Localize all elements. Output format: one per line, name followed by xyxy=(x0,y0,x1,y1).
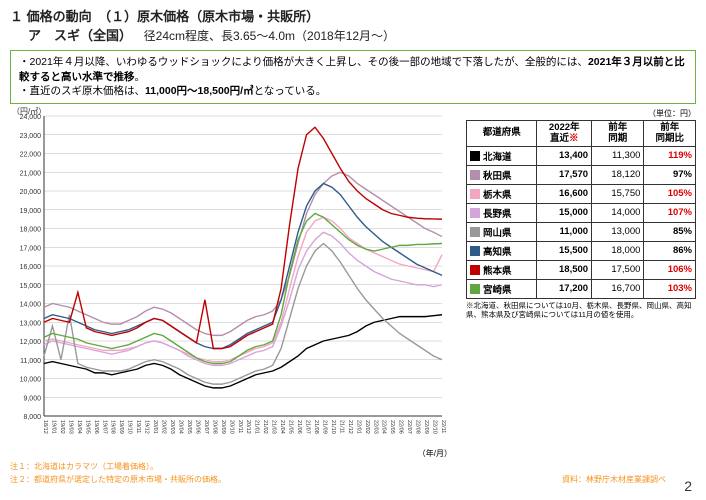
svg-text:19/05: 19/05 xyxy=(84,420,90,434)
title2-prefix: ア スギ（全国） xyxy=(28,28,132,43)
svg-text:21/01: 21/01 xyxy=(254,420,260,434)
svg-text:22/01: 22/01 xyxy=(355,420,361,434)
svg-text:19/01: 19/01 xyxy=(50,420,56,434)
th-ratio: 前年同期比 xyxy=(644,121,696,147)
title-line1: １ 価格の動向 （１）原木価格（原木市場・共販所） xyxy=(10,6,696,25)
svg-text:22/06: 22/06 xyxy=(398,420,404,434)
svg-text:22/02: 22/02 xyxy=(364,420,370,434)
title-text: 価格の動向 （１）原木価格（原木市場・共販所） xyxy=(27,9,320,24)
svg-text:22,000: 22,000 xyxy=(20,152,42,159)
source: 資料：林野庁木材産業課調べ xyxy=(562,474,666,485)
svg-text:20/08: 20/08 xyxy=(211,420,217,434)
svg-text:19/11: 19/11 xyxy=(135,420,141,433)
side-panel: （単位：円） 都道府県 2022年直近※ 前年同期 前年同期比 北海道 13,4… xyxy=(466,108,696,459)
svg-text:19/04: 19/04 xyxy=(76,420,82,434)
header: １ 価格の動向 （１）原木価格（原木市場・共販所） ア スギ（全国） 径24cm… xyxy=(0,0,706,46)
svg-text:11,000: 11,000 xyxy=(20,358,41,365)
svg-text:21/11: 21/11 xyxy=(338,420,344,433)
chart-x-unit: （年/月） xyxy=(10,448,460,459)
th-now: 2022年直近※ xyxy=(537,121,592,147)
svg-text:20/09: 20/09 xyxy=(220,420,226,434)
svg-text:20/06: 20/06 xyxy=(194,420,200,434)
table-row: 長野県 15,000 14,000 107% xyxy=(467,203,696,222)
table-row: 高知県 15,500 18,000 86% xyxy=(467,241,696,260)
svg-text:22/11: 22/11 xyxy=(440,420,446,433)
svg-text:9,000: 9,000 xyxy=(23,395,41,402)
table-row: 栃木県 16,600 15,750 105% xyxy=(467,184,696,203)
svg-text:20/12: 20/12 xyxy=(245,420,251,434)
svg-text:15,000: 15,000 xyxy=(20,283,42,290)
table-row: 北海道 13,400 11,300 119% xyxy=(467,146,696,165)
svg-text:22/03: 22/03 xyxy=(372,420,378,434)
svg-text:18,000: 18,000 xyxy=(20,227,42,234)
page-number: 2 xyxy=(684,478,692,494)
th-pref: 都道府県 xyxy=(467,121,537,147)
svg-text:14,000: 14,000 xyxy=(20,302,42,309)
svg-text:21/05: 21/05 xyxy=(288,420,294,434)
info-box: ・2021年４月以降、いわゆるウッドショックにより価格が大きく上昇し、その後一部… xyxy=(10,50,696,104)
footnote1: 注１：北海道はカラマツ（工場着価格）。 xyxy=(10,461,696,472)
title2-spec: 径24cm程度、長3.65～4.0m（2018年12月～） xyxy=(144,29,395,43)
title-line2: ア スギ（全国） 径24cm程度、長3.65～4.0m（2018年12月～） xyxy=(28,25,696,44)
svg-text:21/04: 21/04 xyxy=(279,420,285,434)
svg-text:20/04: 20/04 xyxy=(177,420,183,434)
table-row: 岡山県 11,000 13,000 85% xyxy=(467,222,696,241)
price-table: 都道府県 2022年直近※ 前年同期 前年同期比 北海道 13,400 11,3… xyxy=(466,120,696,299)
svg-text:22/09: 22/09 xyxy=(423,420,429,434)
th-prev: 前年同期 xyxy=(592,121,644,147)
svg-text:19/07: 19/07 xyxy=(101,420,107,434)
svg-text:22/04: 22/04 xyxy=(381,420,387,434)
table-row: 熊本県 18,500 17,500 106% xyxy=(467,260,696,279)
svg-text:19/08: 19/08 xyxy=(110,420,116,434)
chart-container: （円/㎡） 8,000 9,000 10,000 11,000 12,000 13,000… xyxy=(10,108,460,459)
svg-text:22/05: 22/05 xyxy=(389,420,395,434)
svg-text:13,000: 13,000 xyxy=(20,320,42,327)
svg-text:21/07: 21/07 xyxy=(305,420,311,434)
svg-text:19/06: 19/06 xyxy=(93,420,99,434)
table-row: 宮崎県 17,200 16,700 103% xyxy=(467,279,696,298)
chart-y-unit: （円/㎡） xyxy=(12,106,46,117)
svg-text:20,000: 20,000 xyxy=(20,189,42,196)
svg-text:21/02: 21/02 xyxy=(262,420,268,434)
svg-text:16,000: 16,000 xyxy=(20,264,42,271)
info-bullet2: ・直近のスギ原木価格は、11,000円～18,500円/㎥となっている。 xyxy=(19,84,687,99)
main-content: （円/㎡） 8,000 9,000 10,000 11,000 12,000 13,000… xyxy=(0,108,706,459)
info-bullet1: ・2021年４月以降、いわゆるウッドショックにより価格が大きく上昇し、その後一部… xyxy=(19,55,687,84)
svg-text:20/05: 20/05 xyxy=(186,420,192,434)
svg-text:19/12: 19/12 xyxy=(144,420,150,434)
svg-text:21/09: 21/09 xyxy=(321,420,327,434)
svg-text:22/08: 22/08 xyxy=(415,420,421,434)
svg-text:20/01: 20/01 xyxy=(152,420,158,434)
svg-text:20/02: 20/02 xyxy=(161,420,167,434)
svg-text:21/03: 21/03 xyxy=(271,420,277,434)
svg-text:21/10: 21/10 xyxy=(330,420,336,434)
svg-text:23,000: 23,000 xyxy=(20,133,42,140)
svg-text:20/10: 20/10 xyxy=(228,420,234,434)
table-unit: （単位：円） xyxy=(466,108,696,119)
svg-text:17,000: 17,000 xyxy=(20,245,42,252)
svg-text:8,000: 8,000 xyxy=(23,414,41,421)
svg-text:22/10: 22/10 xyxy=(432,420,438,434)
svg-text:20/11: 20/11 xyxy=(237,420,243,433)
table-note: ※北海道、秋田県については10月、栃木県、長野県、岡山県、高知県、熊本県及び宮崎… xyxy=(466,301,696,319)
svg-text:19/03: 19/03 xyxy=(67,420,73,434)
svg-text:21,000: 21,000 xyxy=(20,170,42,177)
svg-text:21/06: 21/06 xyxy=(296,420,302,434)
svg-text:19/09: 19/09 xyxy=(118,420,124,434)
svg-text:21/12: 21/12 xyxy=(347,420,353,434)
svg-text:20/03: 20/03 xyxy=(169,420,175,434)
svg-text:21/08: 21/08 xyxy=(313,420,319,434)
svg-text:19,000: 19,000 xyxy=(20,208,42,215)
svg-text:12,000: 12,000 xyxy=(20,339,42,346)
footnote2: 注２：都道府県が選定した特定の原木市場・共販所の価格。 資料：林野庁木材産業課調… xyxy=(10,474,696,485)
line-chart: 8,000 9,000 10,000 11,000 12,000 13,000 14,000… xyxy=(10,108,450,448)
svg-text:20/07: 20/07 xyxy=(203,420,209,434)
table-row: 秋田県 17,570 18,120 97% xyxy=(467,165,696,184)
title-num: １ xyxy=(10,9,23,24)
svg-text:19/10: 19/10 xyxy=(127,420,133,434)
svg-text:18/12: 18/12 xyxy=(42,420,48,434)
svg-text:22/07: 22/07 xyxy=(406,420,412,434)
svg-text:10,000: 10,000 xyxy=(20,377,42,384)
svg-text:19/02: 19/02 xyxy=(59,420,65,434)
